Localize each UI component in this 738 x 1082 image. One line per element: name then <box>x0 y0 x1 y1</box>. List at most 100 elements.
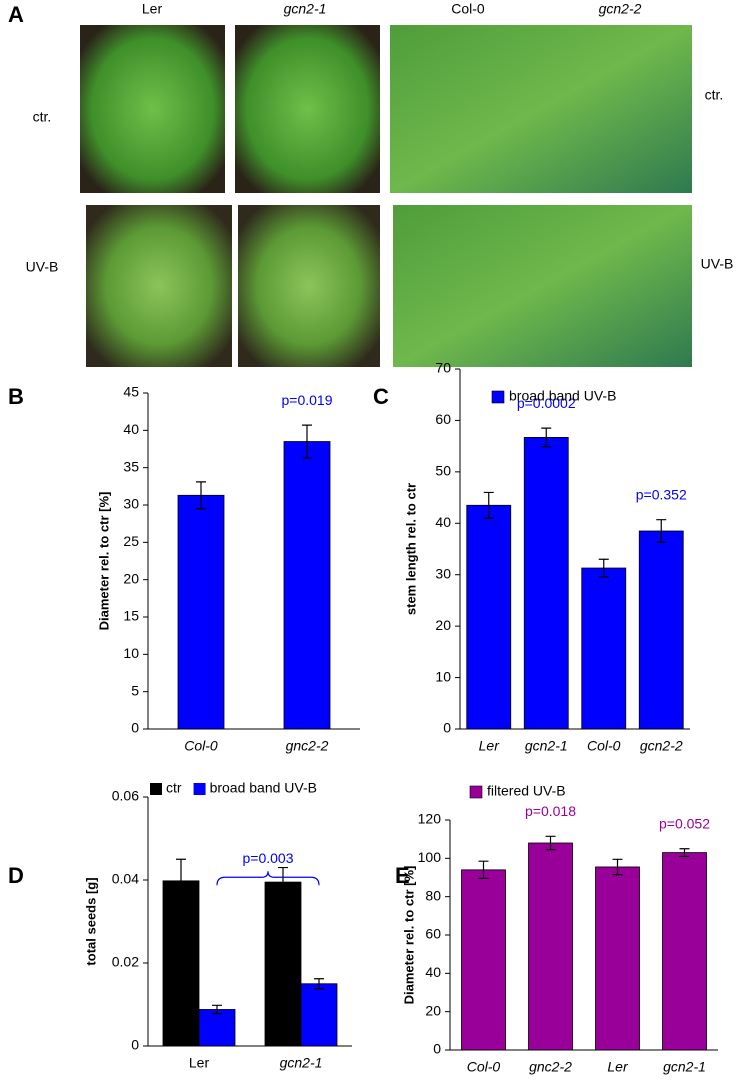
error-bar <box>483 491 494 519</box>
y-axis-label: Diameter rel. to ctr [%] <box>401 866 416 1005</box>
y-tick-label: 20 <box>123 570 139 586</box>
y-tick-label: 70 <box>435 360 451 376</box>
x-tick-label: Ler <box>607 1059 629 1075</box>
bar <box>198 1009 236 1047</box>
y-tick-label: 100 <box>418 849 442 865</box>
y-tick-label: 0.02 <box>112 954 139 970</box>
x-tick-label: Col-0 <box>587 738 621 754</box>
error-bar <box>212 1004 222 1015</box>
y-tick-label: 120 <box>418 811 442 827</box>
y-tick-label: 10 <box>435 668 451 684</box>
photo <box>86 205 232 367</box>
y-axis-label: stem length rel. to ctr <box>403 483 418 615</box>
y-tick-label: 40 <box>435 514 451 530</box>
photo <box>393 205 692 367</box>
bar <box>523 436 569 730</box>
y-tick-label: 20 <box>435 617 451 633</box>
photo <box>235 25 380 193</box>
error-bar <box>314 978 324 990</box>
panel-label: D <box>8 863 24 888</box>
y-tick-label: 0 <box>131 720 139 736</box>
bar <box>283 441 331 730</box>
legend-swatch <box>193 783 206 795</box>
y-tick-label: 35 <box>123 458 139 474</box>
bar <box>662 852 707 1051</box>
legend-swatch <box>150 783 162 795</box>
y-tick-label: 15 <box>123 608 139 624</box>
x-tick-label: Ler <box>479 738 501 754</box>
panel-a-photos <box>80 25 692 367</box>
y-tick-label: 40 <box>123 421 139 437</box>
y-tick-label: 40 <box>425 964 441 980</box>
legend-label: broad band UV-B <box>509 388 616 404</box>
y-tick-label: 50 <box>435 463 451 479</box>
x-tick-label: gcn2-1 <box>525 738 568 754</box>
p-value-label: p=0.052 <box>659 815 710 831</box>
error-bar <box>545 835 556 851</box>
genotype-label: Col-0 <box>451 1 485 17</box>
row-label: ctr. <box>33 109 52 125</box>
x-tick-label: Ler <box>189 1055 210 1071</box>
x-tick-label: Col-0 <box>467 1059 501 1075</box>
x-tick-label: gcn2-1 <box>663 1059 706 1075</box>
error-bar <box>541 427 552 448</box>
legend-label: broad band UV-B <box>210 780 317 796</box>
error-bar <box>656 519 667 543</box>
y-tick-label: 30 <box>123 496 139 512</box>
row-label: UV-B <box>701 256 734 272</box>
x-tick-label: gcn2-1 <box>280 1055 323 1071</box>
error-bar <box>612 858 623 876</box>
genotype-label: gcn2-2 <box>599 1 642 17</box>
bar <box>528 842 573 1051</box>
bar <box>466 504 512 730</box>
error-bar <box>679 848 690 858</box>
y-tick-label: 25 <box>123 533 139 549</box>
legend-swatch <box>491 390 505 404</box>
y-tick-label: 10 <box>123 645 139 661</box>
error-bar <box>478 860 489 880</box>
y-tick-label: 60 <box>425 926 441 942</box>
row-label: UV-B <box>26 259 59 275</box>
bar <box>461 869 506 1051</box>
x-tick-label: gcn2-2 <box>640 738 683 754</box>
panel-label: E <box>395 863 410 888</box>
legend-label: ctr <box>166 780 182 796</box>
y-tick-label: 30 <box>435 565 451 581</box>
panel-label: C <box>373 384 389 409</box>
bar <box>162 880 200 1047</box>
bar <box>638 530 684 730</box>
y-tick-label: 80 <box>425 887 441 903</box>
row-label: ctr. <box>705 87 724 103</box>
y-tick-label: 0 <box>443 720 451 736</box>
error-bar <box>196 481 206 510</box>
panel-label: B <box>8 384 24 409</box>
p-value-label: p=0.018 <box>525 803 576 819</box>
genotype-label: gcn2-1 <box>284 1 327 17</box>
legend-swatch <box>469 785 483 799</box>
p-value-label: p=0.352 <box>636 486 687 502</box>
bar <box>595 866 640 1051</box>
bar <box>264 881 302 1047</box>
error-bar <box>176 858 186 904</box>
genotype-label: Ler <box>142 1 163 17</box>
bar <box>581 567 627 730</box>
y-axis-label: total seeds [g] <box>83 877 98 965</box>
y-tick-label: 45 <box>123 384 139 400</box>
significance-bracket <box>216 871 320 886</box>
photo <box>238 205 380 367</box>
y-tick-label: 5 <box>131 682 139 698</box>
p-value-label: p=0.0002 <box>517 395 576 411</box>
photo <box>80 25 225 193</box>
y-tick-label: 0 <box>433 1041 441 1057</box>
y-tick-label: 20 <box>425 1002 441 1018</box>
bar <box>177 494 225 730</box>
y-tick-label: 0 <box>131 1037 139 1053</box>
y-tick-label: 0.04 <box>112 871 139 887</box>
x-tick-label: gnc2-2 <box>529 1059 572 1075</box>
panel-label: A <box>8 2 24 27</box>
x-tick-label: gnc2-2 <box>286 738 329 754</box>
bar <box>300 983 338 1047</box>
legend-label: filtered UV-B <box>487 783 566 799</box>
x-tick-label: Col-0 <box>184 738 218 754</box>
